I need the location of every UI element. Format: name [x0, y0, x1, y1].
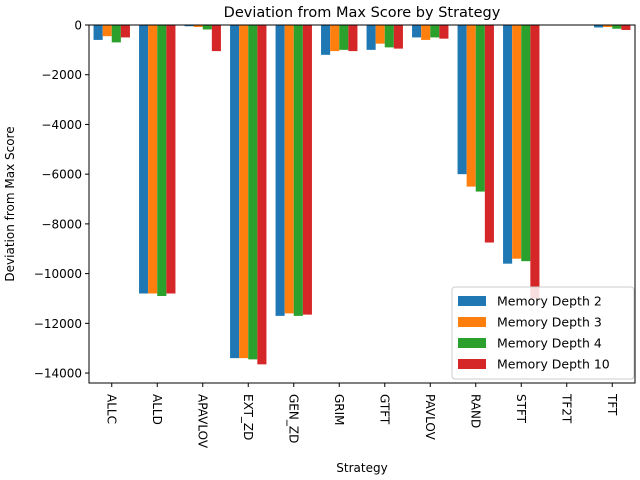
bar-tft-series-4	[621, 25, 631, 30]
bar-apavlov-series-1	[184, 25, 194, 27]
x-tick-label: ALLD	[150, 394, 164, 425]
legend-label: Memory Depth 2	[497, 294, 602, 309]
legend-swatch	[458, 359, 486, 369]
x-tick-label: EXT_ZD	[241, 394, 255, 440]
y-tick-label: −12000	[34, 317, 82, 331]
bar-allc-series-4	[120, 25, 130, 38]
bars-group	[93, 25, 631, 365]
bar-gen-zd-series-3	[293, 25, 303, 316]
y-tick-label: −6000	[41, 168, 82, 182]
bar-apavlov-series-3	[202, 25, 212, 30]
legend-label: Memory Depth 10	[497, 357, 610, 372]
bar-grim-series-4	[348, 25, 358, 52]
x-tick-label: TFT	[605, 393, 619, 416]
legend-box	[451, 286, 635, 380]
x-axis-title: Strategy	[336, 461, 387, 475]
bar-pavlov-series-3	[430, 25, 440, 38]
chart-title: Deviation from Max Score by Strategy	[224, 5, 501, 21]
y-tick-label: −4000	[41, 118, 82, 132]
bar-apavlov-series-4	[211, 25, 221, 52]
bar-tft-series-2	[603, 25, 613, 27]
bar-grim-series-3	[339, 25, 349, 50]
bar-ext-zd-series-2	[239, 25, 249, 359]
bar-tft-series-1	[594, 25, 604, 28]
y-tick-label: −2000	[41, 68, 82, 82]
bar-allc-series-1	[93, 25, 103, 40]
bar-grim-series-2	[330, 25, 340, 52]
bar-rand-series-1	[457, 25, 467, 175]
y-tick-label: −14000	[34, 367, 82, 381]
bar-stft-series-4	[530, 25, 540, 299]
x-tick-label: TF2T	[559, 393, 573, 424]
legend-label: Memory Depth 3	[497, 315, 602, 330]
x-tick-label: PAVLOV	[423, 394, 437, 441]
legend: Memory Depth 2 Memory Depth 3 Memory Depth…	[451, 286, 635, 380]
bar-alld-series-2	[148, 25, 158, 294]
bar-allc-series-3	[111, 25, 121, 43]
x-tick-label: RAND	[468, 394, 482, 428]
bar-rand-series-2	[466, 25, 476, 187]
bar-grim-series-1	[321, 25, 331, 55]
bar-alld-series-1	[139, 25, 149, 294]
x-tick-label: STFT	[514, 394, 528, 424]
bar-stft-series-1	[503, 25, 513, 264]
bar-apavlov-series-2	[193, 25, 203, 27]
y-tick-label: −10000	[34, 267, 82, 281]
bar-ext-zd-series-4	[257, 25, 267, 365]
x-tick-label: GEN_ZD	[286, 394, 300, 443]
plot-frame	[88, 24, 636, 384]
bar-gtft-series-1	[366, 25, 376, 50]
bar-stft-series-3	[521, 25, 531, 262]
bar-stft-series-2	[512, 25, 522, 259]
x-tick-label: ALLC	[104, 394, 118, 424]
bar-ext-zd-series-3	[248, 25, 258, 360]
bar-tft-series-3	[612, 25, 622, 29]
bar-ext-zd-series-1	[230, 25, 240, 359]
bar-allc-series-2	[102, 25, 112, 37]
legend-swatch	[458, 317, 486, 327]
y-axis-title: Deviation from Max Score	[3, 126, 17, 281]
bar-rand-series-3	[475, 25, 485, 192]
bar-alld-series-3	[157, 25, 167, 296]
bar-gen-zd-series-1	[275, 25, 285, 316]
bar-pavlov-series-4	[439, 25, 449, 39]
legend-label: Memory Depth 4	[497, 336, 602, 351]
bar-pavlov-series-2	[421, 25, 431, 40]
bar-alld-series-4	[166, 25, 176, 294]
y-axis: 0 −2000 −4000 −6000 −8000 −10000 −12000 −14000	[34, 19, 89, 381]
y-tick-label: −8000	[41, 217, 82, 231]
bar-gtft-series-4	[393, 25, 403, 49]
bar-gtft-series-3	[384, 25, 394, 48]
x-tick-label: GTFT	[377, 394, 391, 425]
bar-pavlov-series-1	[412, 25, 422, 38]
x-axis: ALLC ALLD APAVLOV EXT_ZD GEN_ZD GRIM GTFT PAVLO…	[104, 383, 619, 449]
bar-rand-series-4	[484, 25, 494, 243]
bar-gen-zd-series-4	[302, 25, 312, 315]
bar-gen-zd-series-2	[284, 25, 294, 314]
x-tick-label: APAVLOV	[195, 394, 209, 449]
legend-swatch	[458, 338, 486, 348]
bar-gtft-series-2	[375, 25, 385, 44]
legend-swatch	[458, 296, 486, 306]
y-tick-label: 0	[74, 19, 82, 33]
x-tick-label: GRIM	[332, 394, 346, 426]
